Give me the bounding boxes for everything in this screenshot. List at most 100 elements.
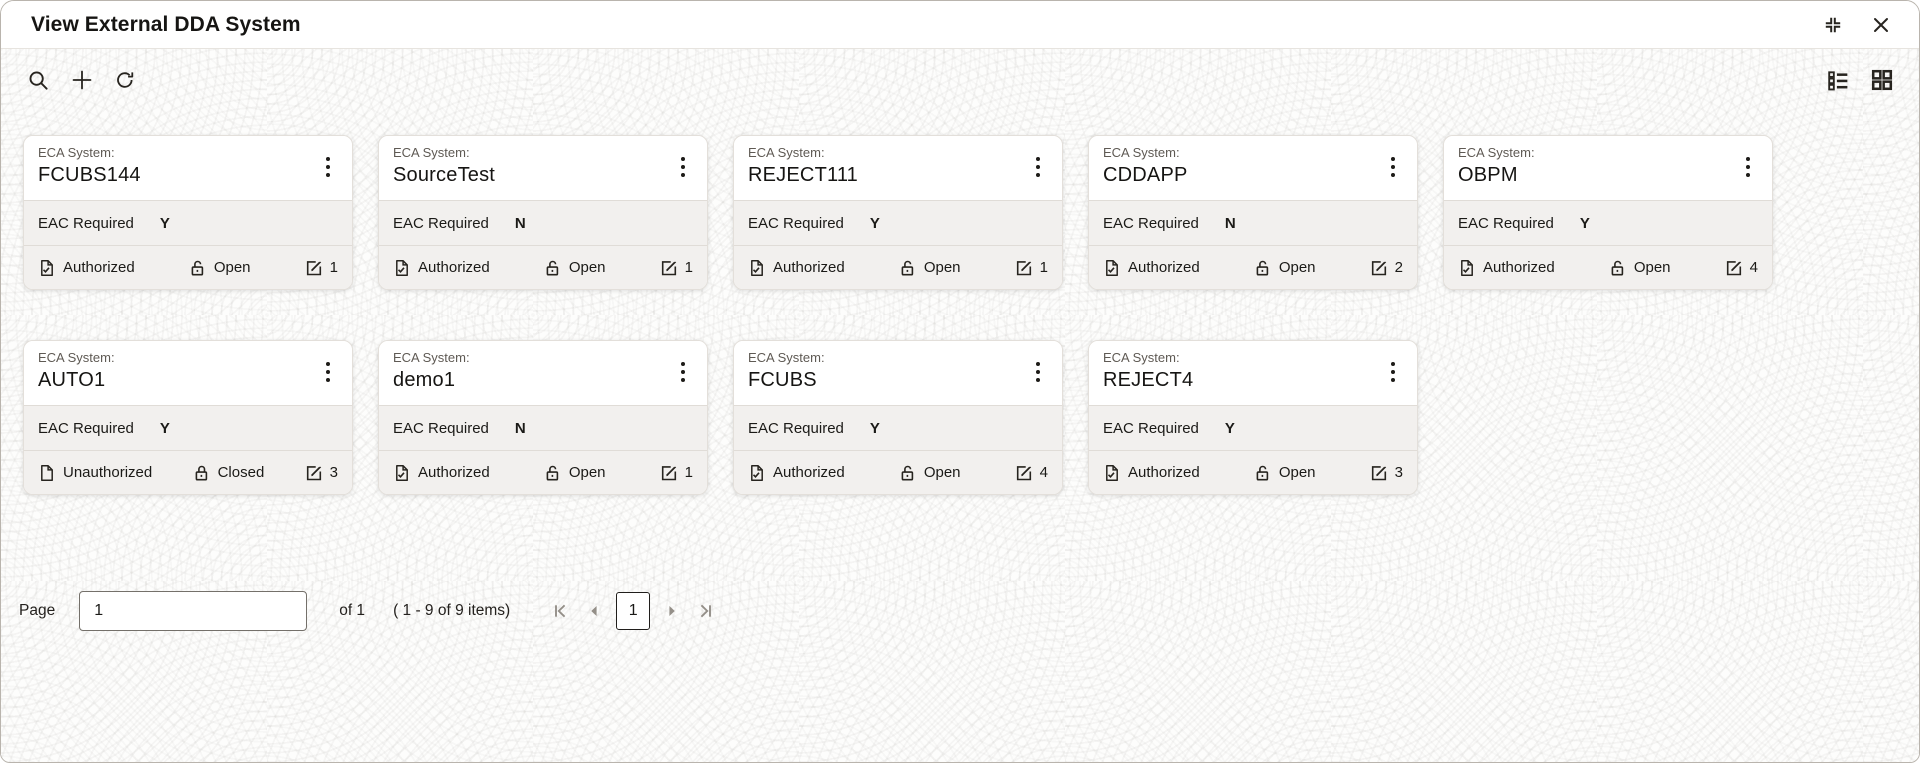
current-page-button[interactable]: 1 <box>616 592 651 630</box>
collapse-icon[interactable] <box>1821 13 1845 37</box>
kebab-menu-icon[interactable] <box>314 352 342 392</box>
unlock-icon <box>899 259 917 277</box>
eac-required-label: EAC Required <box>748 214 844 232</box>
eca-system-field-label: ECA System: <box>1103 145 1180 160</box>
grid-view-icon[interactable] <box>1869 67 1895 93</box>
eca-system-field-label: ECA System: <box>748 350 825 365</box>
unlock-icon <box>1254 259 1272 277</box>
next-page-icon[interactable] <box>662 601 682 621</box>
eca-system-card: ECA System: demo1 EAC Required N Authori… <box>378 340 708 495</box>
card-title: SourceTest <box>393 164 496 186</box>
auth-status-label: Authorized <box>1128 259 1200 276</box>
kebab-menu-icon[interactable] <box>1379 147 1407 187</box>
card-title: REJECT4 <box>1103 369 1194 391</box>
authorization-status: Authorized <box>38 259 135 277</box>
card-title: OBPM <box>1458 164 1518 186</box>
eac-required-row: EAC Required N <box>379 200 707 245</box>
card-status-row: Authorized Open 1 <box>734 245 1062 289</box>
card-header-text: ECA System: demo1 <box>393 350 470 405</box>
search-icon[interactable] <box>25 67 52 94</box>
close-icon[interactable] <box>1869 13 1893 37</box>
edit-count: 3 <box>1370 464 1403 482</box>
kebab-menu-icon[interactable] <box>669 352 697 392</box>
card-status-row: Unauthorized Closed 3 <box>24 450 352 494</box>
card-grid: ECA System: FCUBS144 EAC Required Y Auth… <box>23 135 1897 495</box>
eac-value: Y <box>1224 419 1235 437</box>
edits-count: 3 <box>329 464 338 481</box>
last-page-icon[interactable] <box>694 600 716 622</box>
unlock-icon <box>899 464 917 482</box>
first-page-icon[interactable] <box>550 600 572 622</box>
card-header-text: ECA System: SourceTest <box>393 145 495 200</box>
record-status: Open <box>1609 259 1671 277</box>
eca-system-field-label: ECA System: <box>393 145 470 160</box>
edit-icon <box>305 259 323 277</box>
eac-value: Y <box>159 214 170 232</box>
window-controls <box>1821 13 1893 37</box>
eac-value: Y <box>159 419 170 437</box>
authorization-status: Authorized <box>393 464 490 482</box>
edit-count: 4 <box>1015 464 1048 482</box>
eca-system-field-label: ECA System: <box>748 145 825 160</box>
kebab-menu-icon[interactable] <box>314 147 342 187</box>
authorization-status: Authorized <box>748 464 845 482</box>
record-status-label: Closed <box>217 464 265 481</box>
edit-icon <box>660 464 678 482</box>
auth-status-label: Authorized <box>1128 464 1200 481</box>
document-icon <box>38 464 56 482</box>
card-title: REJECT111 <box>748 164 858 186</box>
edit-count: 1 <box>660 259 693 277</box>
kebab-menu-icon[interactable] <box>1379 352 1407 392</box>
kebab-menu-icon[interactable] <box>1024 352 1052 392</box>
eca-system-card: ECA System: REJECT111 EAC Required Y Aut… <box>733 135 1063 290</box>
record-status: Open <box>544 464 606 482</box>
auth-status-label: Authorized <box>63 259 135 276</box>
auth-status-label: Authorized <box>418 259 490 276</box>
eac-required-label: EAC Required <box>393 214 489 232</box>
record-status-label: Open <box>1278 259 1316 276</box>
kebab-menu-icon[interactable] <box>1024 147 1052 187</box>
list-view-icon[interactable] <box>1825 67 1851 93</box>
unlock-icon <box>189 259 207 277</box>
edit-count: 2 <box>1370 259 1403 277</box>
card-status-row: Authorized Open 4 <box>1444 245 1772 289</box>
edit-icon <box>1370 259 1388 277</box>
edit-icon <box>1370 464 1388 482</box>
record-status: Open <box>189 259 251 277</box>
items-range-text: ( 1 - 9 of 9 items) <box>393 602 511 619</box>
card-header-text: ECA System: FCUBS144 <box>38 145 141 200</box>
document-check-icon <box>748 464 766 482</box>
eca-system-field-label: ECA System: <box>1458 145 1535 160</box>
eac-required-label: EAC Required <box>38 214 134 232</box>
auth-status-label: Unauthorized <box>63 464 153 481</box>
document-check-icon <box>393 464 411 482</box>
authorization-status: Unauthorized <box>38 464 152 482</box>
record-status: Open <box>1254 259 1316 277</box>
pagination-bar: Page of 1 ( 1 - 9 of 9 items) 1 <box>19 591 1919 631</box>
kebab-menu-icon[interactable] <box>669 147 697 187</box>
card-status-row: Authorized Open 3 <box>1089 450 1417 494</box>
edit-icon <box>305 464 323 482</box>
previous-page-icon[interactable] <box>584 601 604 621</box>
edit-icon <box>1725 259 1743 277</box>
eac-required-row: EAC Required N <box>1089 200 1417 245</box>
unlock-icon <box>544 259 562 277</box>
card-header-text: ECA System: OBPM <box>1458 145 1535 200</box>
refresh-icon[interactable] <box>112 67 138 93</box>
card-title: FCUBS <box>748 369 817 391</box>
card-header: ECA System: FCUBS144 <box>24 136 352 200</box>
document-check-icon <box>1103 464 1121 482</box>
eac-required-row: EAC Required Y <box>24 200 352 245</box>
page-number-input[interactable] <box>79 591 308 631</box>
record-status-label: Open <box>923 259 961 276</box>
content-area: ECA System: FCUBS144 EAC Required Y Auth… <box>1 49 1919 762</box>
card-status-row: Authorized Open 2 <box>1089 245 1417 289</box>
card-title: AUTO1 <box>38 369 106 391</box>
eac-required-label: EAC Required <box>38 419 134 437</box>
edits-count: 4 <box>1039 464 1048 481</box>
add-icon[interactable] <box>68 66 96 94</box>
eac-required-label: EAC Required <box>1103 214 1199 232</box>
kebab-menu-icon[interactable] <box>1734 147 1762 187</box>
card-title: CDDAPP <box>1103 164 1188 186</box>
